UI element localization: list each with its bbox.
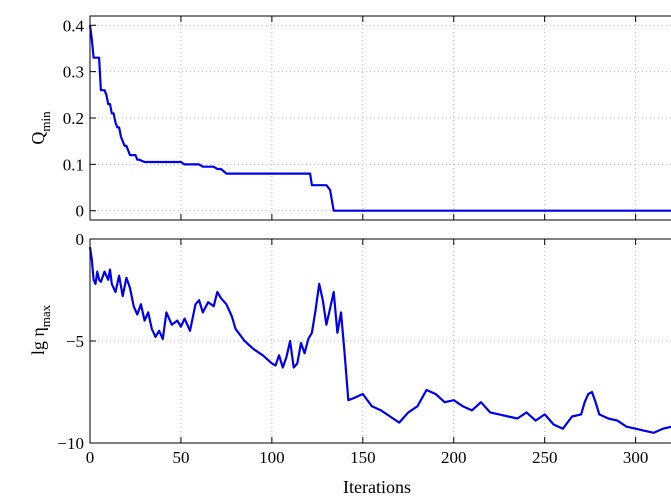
top-panel-q-min: 0 0.1 0.2 0.3 0.4 Qmin: [28, 15, 671, 221]
bottom-plot-frame: [89, 238, 671, 444]
x-tick-label: 50: [172, 448, 189, 467]
x-tick-label: 200: [441, 448, 467, 467]
x-axis-label: Iterations: [343, 477, 411, 497]
top-y-axis-label: Qmin: [28, 111, 53, 145]
top-y-tick-labels: 0 0.1 0.2 0.3 0.4: [63, 16, 85, 220]
y-tick-label: 0.2: [63, 109, 84, 128]
y-tick-label: 0: [76, 202, 85, 221]
bottom-y-tick-labels: −10 −5 0: [57, 230, 84, 453]
y-tick-label: 0.1: [63, 155, 84, 174]
x-tick-label: 0: [86, 448, 95, 467]
bottom-grid: [90, 239, 671, 443]
y-tick-label: −5: [66, 332, 84, 351]
x-tick-label: 250: [532, 448, 558, 467]
q-min-series-line: [88, 25, 671, 212]
top-grid: [90, 16, 671, 220]
top-plot-frame: [89, 15, 671, 221]
x-tick-label: 150: [350, 448, 376, 467]
y-tick-label: 0.3: [63, 63, 84, 82]
lg-eta-max-series-line: [88, 247, 671, 434]
y-tick-label: 0.4: [63, 16, 85, 35]
y-tick-label: 0: [76, 230, 85, 249]
x-tick-label: 300: [623, 448, 649, 467]
x-tick-label: 100: [259, 448, 285, 467]
y-tick-label: −10: [57, 434, 84, 453]
bottom-x-tick-labels: 0 50 100 150 200 250 300: [86, 448, 649, 467]
bottom-panel-lg-eta-max: −10 −5 0 0 50 100 150 200 250 300 lg ηmax Iterat…: [28, 230, 671, 497]
bottom-y-axis-label: lg ηmax: [28, 304, 53, 355]
